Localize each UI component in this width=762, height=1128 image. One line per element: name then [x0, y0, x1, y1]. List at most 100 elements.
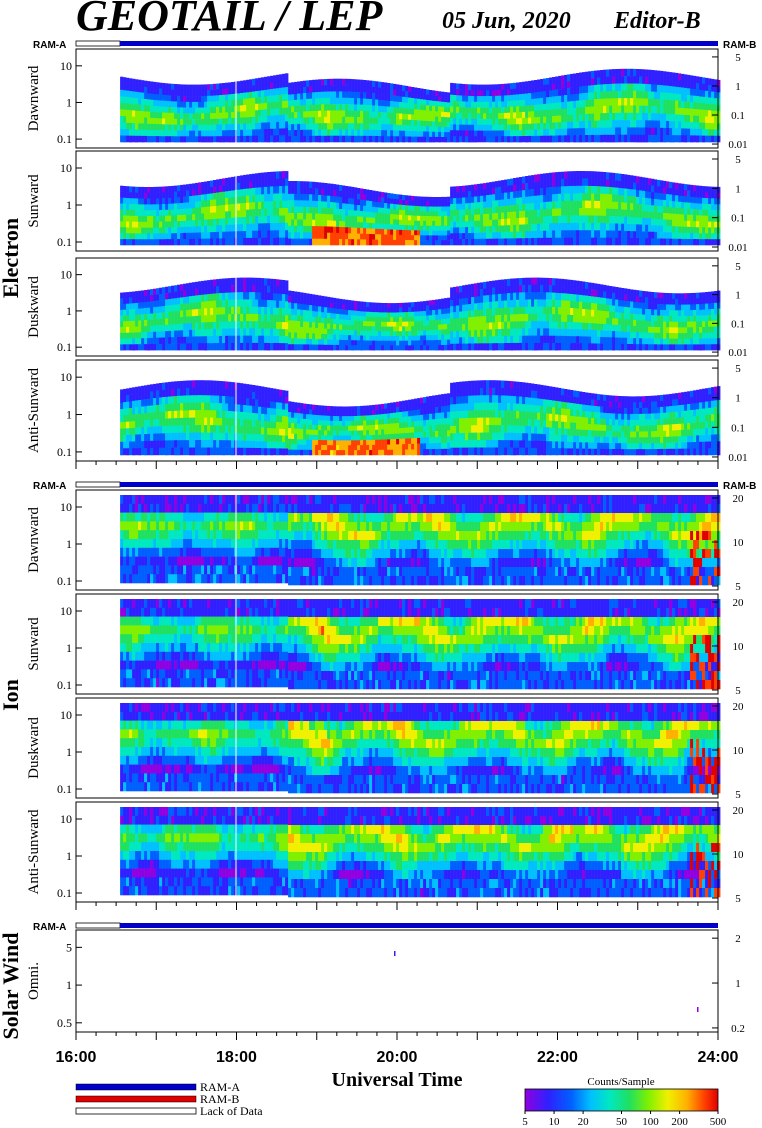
spectrogram-cell [585, 106, 589, 115]
spectrogram-cell [162, 124, 166, 131]
spectrogram-cell [456, 192, 460, 199]
spectrogram-cell [366, 195, 370, 201]
spectrogram-cell [324, 317, 328, 324]
spectrogram-cell [543, 84, 547, 92]
spectrogram-cell [189, 289, 193, 297]
spectrogram-cell [213, 130, 217, 137]
spectrogram-cell [210, 118, 214, 125]
spectrogram-cell [306, 338, 310, 345]
spectrogram-cell [375, 196, 379, 203]
spectrogram-cell [660, 180, 664, 188]
spectrogram-cell [180, 343, 184, 351]
spectrogram-cell [390, 208, 394, 215]
spectrogram-cell [417, 215, 421, 221]
spectrogram-cell [285, 114, 289, 122]
spectrogram-cell [633, 83, 637, 92]
spectrogram-cell [549, 194, 553, 202]
spectrogram-cell [276, 101, 280, 109]
spectrogram-cell [228, 231, 232, 239]
spectrogram-cell [465, 89, 469, 96]
spectrogram-cell [636, 83, 640, 92]
spectrogram-cell [486, 96, 490, 103]
spectrogram-cell [123, 239, 127, 246]
spectrogram-cell [450, 94, 454, 101]
spectrogram-cell [549, 223, 553, 231]
spectrogram-cell [531, 105, 535, 112]
spectrogram-cell [210, 199, 214, 207]
spectrogram-cell [201, 107, 205, 114]
spectrogram-cell [516, 177, 520, 185]
spectrogram-cell [576, 222, 580, 231]
spectrogram-cell [195, 101, 199, 108]
spectrogram-cell [309, 80, 313, 87]
spectrogram-cell [609, 208, 613, 217]
spectrogram-cell [324, 91, 328, 99]
spectrogram-cell [120, 96, 124, 104]
spectrogram-cell [444, 225, 448, 231]
spectrogram-cell [135, 116, 139, 124]
spectrogram-cell [219, 101, 223, 108]
spectrogram-cell [243, 342, 247, 351]
spectrogram-cell [354, 129, 358, 137]
spectrogram-cell [576, 230, 580, 238]
spectrogram-cell [342, 185, 346, 192]
spectrogram-cell [534, 230, 538, 239]
spectrogram-cell [384, 118, 388, 125]
spectrogram-cell [549, 230, 553, 238]
spectrogram-cell [468, 119, 472, 126]
spectrogram-cell [189, 329, 193, 337]
spectrogram-cell [138, 198, 142, 205]
spectrogram-cell [363, 321, 367, 327]
spectrogram-cell [393, 307, 397, 313]
spectrogram-cell [336, 313, 340, 320]
spectrogram-cell [228, 314, 232, 322]
spectrogram-cell [123, 197, 127, 204]
spectrogram-cell [354, 135, 358, 143]
spectrogram-cell [228, 285, 232, 293]
spectrogram-cell [405, 97, 409, 104]
spectrogram-cell [411, 109, 415, 115]
spectrogram-cell [672, 128, 676, 136]
spectrogram-cell [231, 106, 235, 113]
spectrogram-cell [258, 135, 262, 143]
spectrogram-cell [462, 233, 466, 240]
spectrogram-cell [654, 99, 658, 107]
spectrogram-cell [435, 230, 439, 236]
spectrogram-cell [555, 179, 559, 187]
spectrogram-cell [465, 107, 469, 114]
spectrogram-cell [450, 239, 454, 246]
spectrogram-cell [651, 127, 655, 136]
spectrogram-cell [396, 331, 400, 337]
spectrogram-cell [315, 207, 319, 214]
spectrogram-cell [138, 239, 142, 246]
spectrogram-cell [555, 208, 559, 217]
spectrogram-cell [144, 117, 148, 124]
spectrogram-cell [204, 124, 208, 131]
spectrogram-cell [513, 130, 517, 137]
spectrogram-cell [699, 109, 703, 117]
spectrogram-cell [513, 231, 517, 239]
spectrogram-cell [540, 91, 544, 99]
spectrogram-cell [123, 327, 127, 334]
spectrogram-cell [594, 171, 598, 180]
spectrogram-cell [246, 342, 250, 351]
spectrogram-cell [189, 296, 193, 304]
spectrogram-cell [645, 184, 649, 192]
spectrogram-cell [339, 314, 343, 320]
spectrogram-cell [249, 237, 253, 246]
spectrogram-cell [195, 96, 199, 103]
spectrogram-cell [330, 334, 334, 340]
spectrogram-cell [258, 299, 262, 308]
spectrogram-cell [186, 336, 190, 344]
spectrogram-cell [384, 331, 388, 337]
spectrogram-cell [351, 98, 355, 105]
spectrogram-cell [330, 297, 334, 303]
spectrogram-cell [120, 221, 124, 228]
spectrogram-cell [336, 324, 340, 330]
spectrogram-cell [255, 328, 259, 336]
spectrogram-cell [414, 225, 418, 231]
spectrogram-cell [573, 128, 577, 136]
spectrogram-cell [429, 95, 433, 101]
spectrogram-cell [657, 134, 661, 143]
spectrogram-cell [609, 179, 613, 188]
